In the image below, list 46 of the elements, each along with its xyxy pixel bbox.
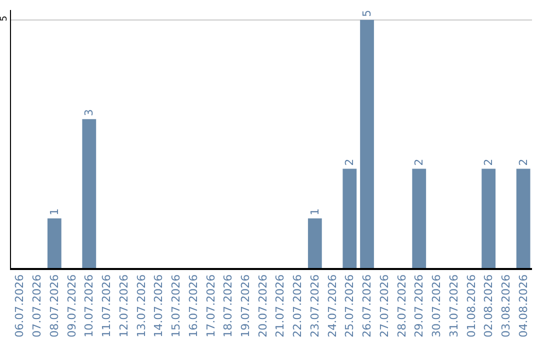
bar — [308, 218, 322, 268]
bar — [47, 218, 62, 268]
x-tick-label: 27.07.2026 — [378, 274, 391, 338]
data-label: 2 — [343, 158, 356, 166]
x-tick-label: 24.07.2026 — [326, 274, 339, 338]
bar — [360, 20, 374, 268]
data-label: 5 — [360, 10, 374, 17]
x-tick-label: 07.07.2026 — [30, 274, 44, 338]
x-tick-label: 22.07.2026 — [291, 274, 304, 338]
x-tick-label: 28.07.2026 — [395, 274, 408, 338]
bar — [516, 168, 530, 268]
data-label: 3 — [82, 109, 96, 116]
x-tick-label: 17.07.2026 — [204, 274, 218, 338]
bar — [82, 119, 96, 268]
x-tick-label: 10.07.2026 — [82, 274, 96, 338]
x-tick-label: 26.07.2026 — [360, 274, 374, 338]
bar — [342, 168, 357, 268]
x-tick-label: 14.07.2026 — [152, 274, 166, 338]
bar — [482, 168, 496, 268]
x-tick-label: 15.07.2026 — [170, 274, 183, 338]
x-tick-label: 08.07.2026 — [48, 274, 61, 338]
x-tick-label: 21.07.2026 — [274, 274, 287, 338]
x-tick-label: 01.08.2026 — [464, 274, 478, 338]
x-tick-label: 16.07.2026 — [186, 274, 200, 338]
data-label: 2 — [482, 158, 496, 166]
data-label: 1 — [308, 208, 322, 216]
x-tick-label: 30.07.2026 — [430, 274, 444, 338]
data-label: 2 — [516, 158, 530, 166]
data-label: 1 — [48, 208, 61, 216]
x-tick-label: 19.07.2026 — [239, 274, 252, 338]
x-tick-label: 25.07.2026 — [343, 274, 356, 338]
x-tick-label: 03.08.2026 — [500, 274, 513, 338]
x-tick-label: 04.08.2026 — [516, 274, 530, 338]
bar — [412, 168, 426, 268]
x-tick-label: 23.07.2026 — [308, 274, 322, 338]
x-tick-label: 12.07.2026 — [117, 274, 130, 338]
x-tick-label: 29.07.2026 — [412, 274, 426, 338]
x-tick-label: 20.07.2026 — [256, 274, 270, 338]
x-tick-label: 06.07.2026 — [13, 274, 26, 338]
x-tick-label: 09.07.2026 — [65, 274, 78, 338]
x-tick-label: 02.08.2026 — [482, 274, 496, 338]
x-tick-label: 18.07.2026 — [222, 274, 235, 338]
data-label: 2 — [412, 158, 426, 166]
x-tick-label: 13.07.2026 — [134, 274, 148, 338]
x-tick-label: 31.07.2026 — [447, 274, 460, 338]
x-tick-label: 11.07.2026 — [100, 274, 114, 338]
